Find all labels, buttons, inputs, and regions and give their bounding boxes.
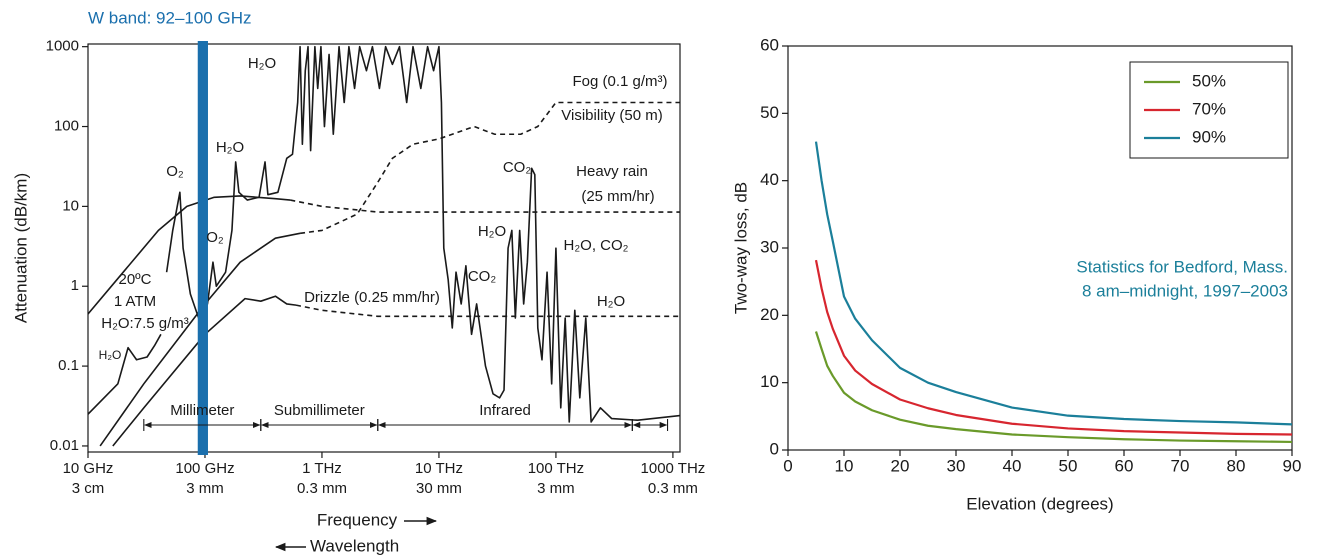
y-axis-label: Two-way loss, dB (731, 182, 750, 314)
annotation: H₂O (99, 348, 122, 362)
x-tick-sublabel: 0.3 mm (648, 480, 698, 497)
x-tick-sublabel: 3 mm (186, 480, 224, 497)
legend-label: 90% (1192, 127, 1226, 146)
y-tick-label: 10 (760, 372, 779, 391)
annotation: CO₂ (468, 268, 497, 285)
series-line (814, 331, 1293, 444)
x2-axis-label: Wavelength (310, 536, 399, 555)
y-tick-label: 20 (760, 305, 779, 324)
series-line (814, 141, 1293, 426)
annotation: 8 am–midnight, 1997–2003 (1082, 281, 1288, 300)
series-line (99, 232, 301, 447)
annotation: 20ºC (119, 271, 152, 288)
y-tick-label: 30 (760, 237, 779, 256)
x-tick-label: 0 (783, 456, 792, 475)
annotation: O₂ (206, 229, 224, 246)
annotation: (25 mm/hr) (581, 188, 654, 205)
y-tick-label: 1 (71, 277, 79, 294)
y-tick-label: 50 (760, 103, 779, 122)
x-tick-label: 1 THz (302, 460, 342, 477)
x-tick-label: 10 GHz (63, 460, 114, 477)
annotation: H₂O (216, 139, 244, 156)
y-tick-label: 0 (770, 439, 779, 458)
x-tick-label: 90 (1283, 456, 1302, 475)
x-axis-label: Frequency (317, 510, 398, 529)
x-tick-label: 30 (947, 456, 966, 475)
annotation: Drizzle (0.25 mm/hr) (304, 289, 440, 306)
x-tick-sublabel: 3 mm (537, 480, 575, 497)
x-tick-label: 10 THz (415, 460, 463, 477)
annotation: Fog (0.1 g/m³) (572, 73, 667, 90)
x-tick-label: 80 (1227, 456, 1246, 475)
x-tick-label: 1000 THz (641, 460, 706, 477)
annotation: 1 ATM (114, 293, 156, 310)
series-line (295, 304, 680, 318)
series-line (299, 101, 680, 235)
chart-title: W band: 92–100 GHz (88, 8, 251, 27)
x-tick-label: 40 (1003, 456, 1022, 475)
y-axis-label: Attenuation (dB/km) (11, 173, 30, 323)
region-label: Millimeter (170, 402, 234, 419)
x-tick-label: 20 (891, 456, 910, 475)
region-label: Submillimeter (274, 402, 365, 419)
x-tick-label: 100 GHz (175, 460, 234, 477)
series-line (112, 295, 297, 447)
x-tick-label: 10 (835, 456, 854, 475)
x-axis-label: Elevation (degrees) (966, 494, 1113, 513)
legend-label: 70% (1192, 99, 1226, 118)
y-tick-label: 1000 (46, 38, 79, 55)
annotation: Visibility (50 m) (561, 107, 662, 124)
y-tick-label: 10 (62, 197, 79, 214)
annotation: CO₂ (503, 159, 532, 176)
annotation: H₂O:7.5 g/m³ (101, 315, 189, 332)
x-tick-sublabel: 0.3 mm (297, 480, 347, 497)
x-tick-label: 70 (1171, 456, 1190, 475)
annotation: H₂O (478, 223, 506, 240)
annotation: H₂O, CO₂ (564, 237, 629, 254)
x-tick-label: 50 (1059, 456, 1078, 475)
y-tick-label: 40 (760, 170, 779, 189)
annotation: H₂O (597, 293, 625, 310)
series-line (88, 45, 680, 423)
x-tick-sublabel: 30 mm (416, 480, 462, 497)
annotation: Heavy rain (576, 163, 648, 180)
x-tick-label: 60 (1115, 456, 1134, 475)
annotation: H₂O (248, 55, 276, 72)
annotation: O₂ (166, 163, 184, 180)
annotation: Statistics for Bedford, Mass. (1076, 257, 1288, 276)
series-line (814, 259, 1293, 436)
y-tick-label: 0.1 (58, 357, 79, 374)
y-tick-label: 0.01 (50, 437, 79, 454)
x-tick-sublabel: 3 cm (72, 480, 105, 497)
w-band (197, 41, 208, 455)
legend-label: 50% (1192, 71, 1226, 90)
plot-frame (87, 43, 681, 453)
x-tick-label: 100 THz (528, 460, 584, 477)
region-label: Infrared (479, 402, 531, 419)
plot-area (88, 45, 680, 447)
y-tick-label: 100 (54, 117, 79, 134)
y-tick-label: 60 (760, 35, 779, 54)
